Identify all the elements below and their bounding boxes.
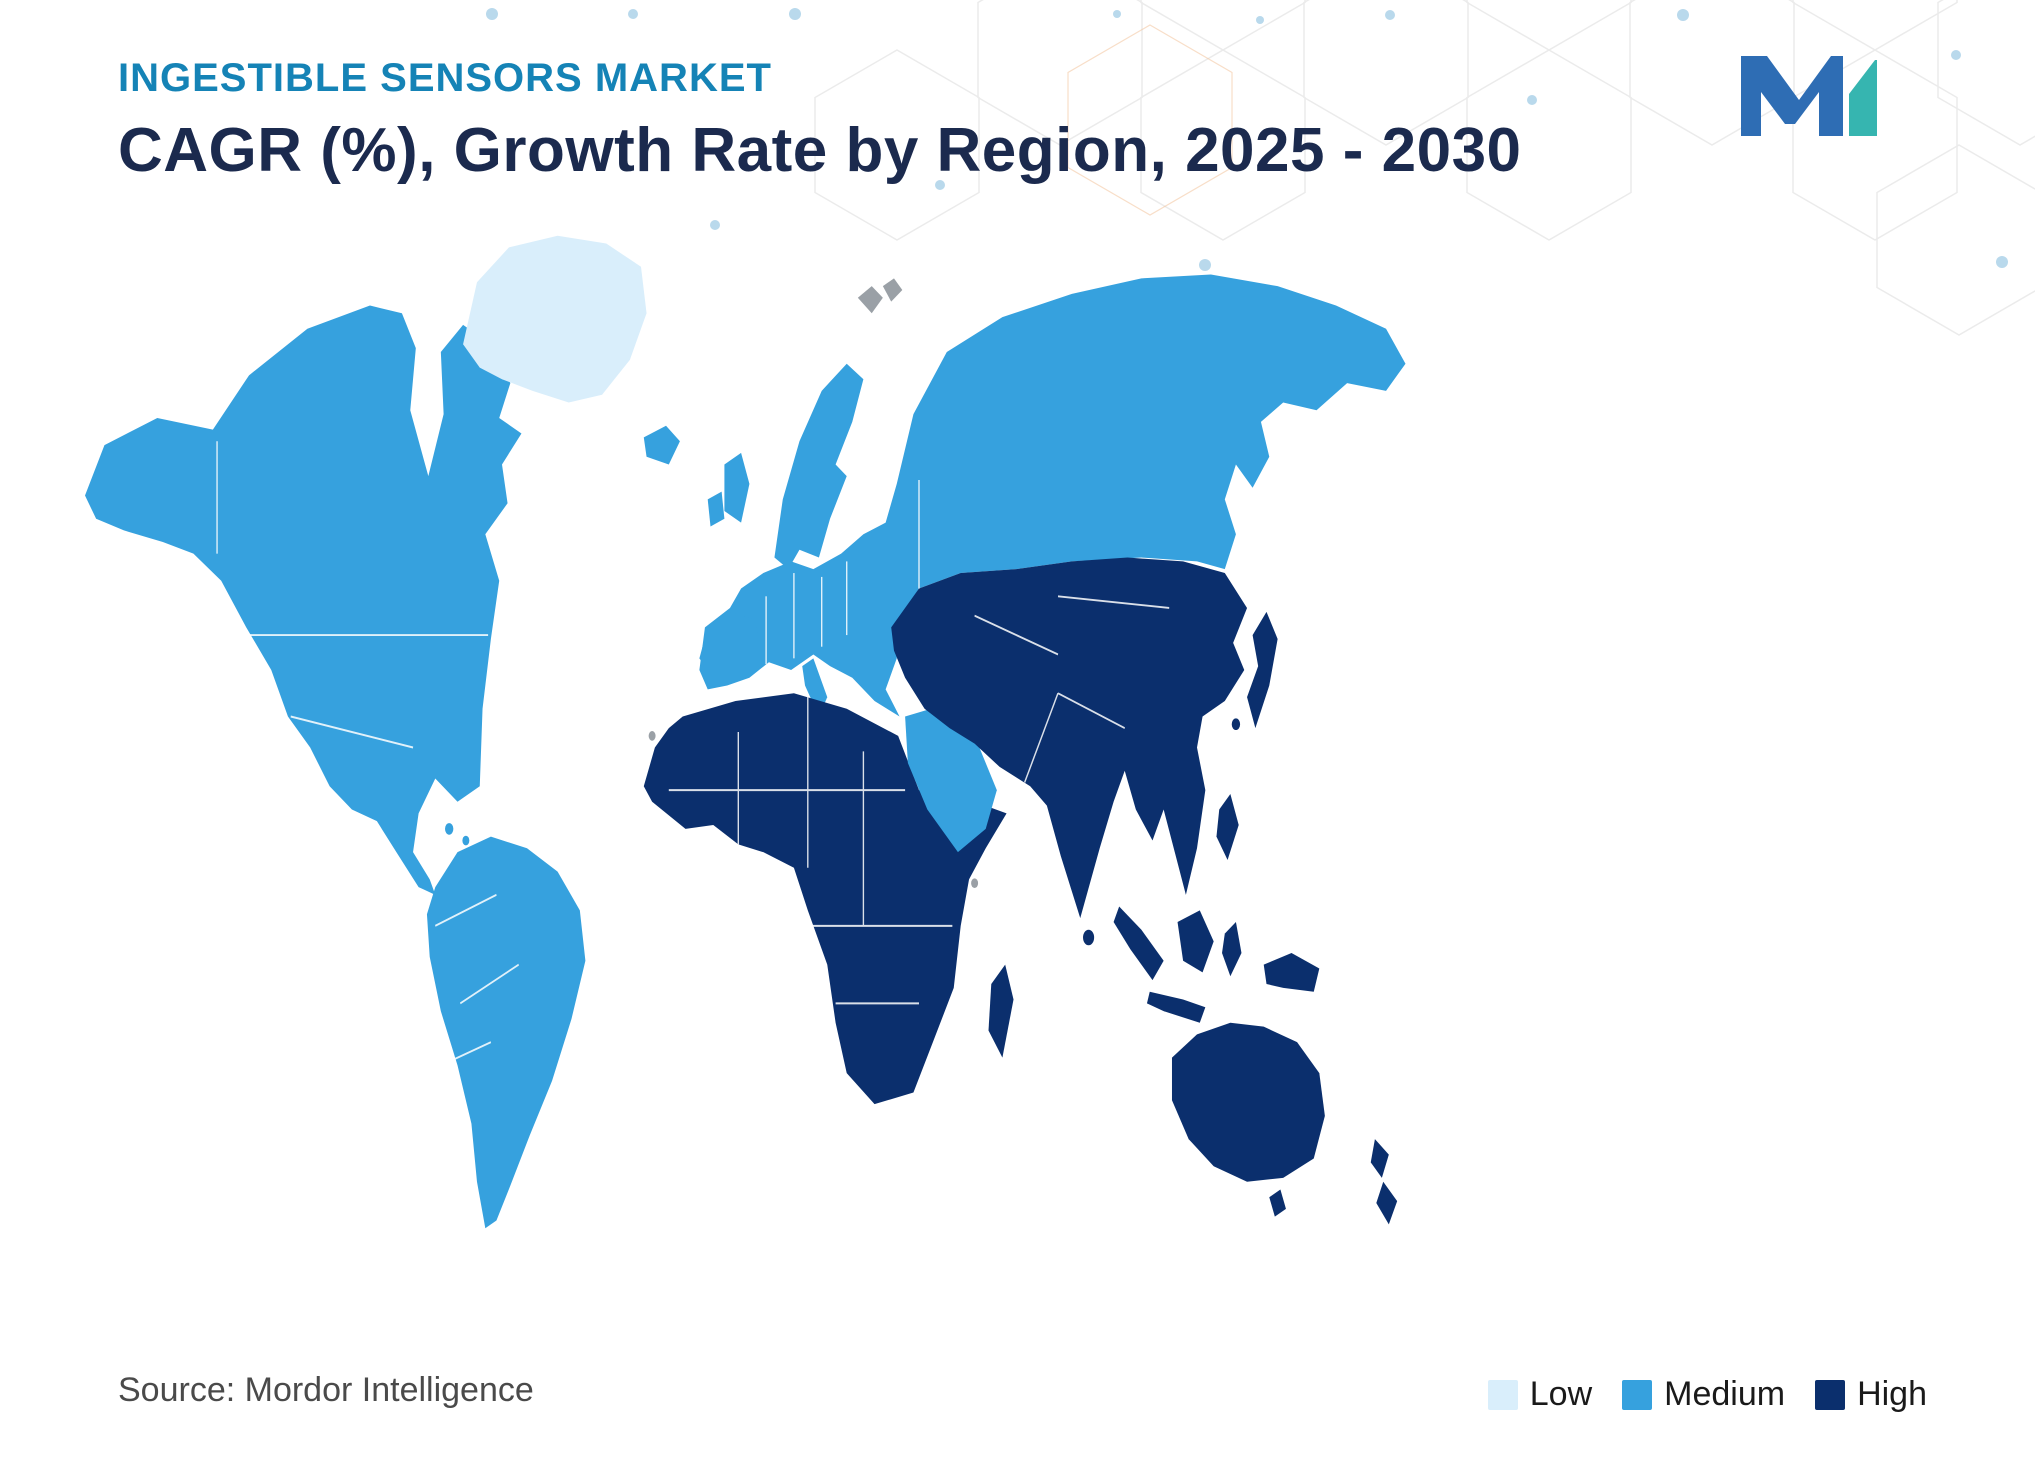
map-region-europe-russia xyxy=(699,274,1406,717)
legend-item-medium: Medium xyxy=(1622,1375,1785,1414)
legend-swatch-medium xyxy=(1622,1379,1653,1410)
map-region-iceland xyxy=(643,425,680,465)
legend-label-medium: Medium xyxy=(1664,1375,1786,1413)
map-region-japan xyxy=(1247,611,1278,729)
map-region-new-zealand-south xyxy=(1376,1181,1398,1225)
map-region-new-guinea xyxy=(1263,952,1320,992)
map-region-no-data xyxy=(648,278,979,889)
legend-item-high: High xyxy=(1815,1375,1927,1414)
header: INGESTIBLE SENSORS MARKET CAGR (%), Grow… xyxy=(118,56,1522,186)
market-name: INGESTIBLE SENSORS MARKET xyxy=(118,56,772,100)
map-region-taiwan xyxy=(1231,718,1241,731)
map-region-borneo xyxy=(1177,910,1214,973)
world-map-svg xyxy=(85,235,1406,1229)
map-region-sumatra xyxy=(1113,906,1164,981)
page-title: CAGR (%), Growth Rate by Region, 2025 - … xyxy=(118,116,1522,185)
map-region-scandinavia xyxy=(774,363,864,570)
map-region-new-zealand-north xyxy=(1370,1139,1389,1178)
map-region-greenland xyxy=(463,235,647,403)
map-region-java xyxy=(1146,991,1206,1023)
map-region-caribbean xyxy=(445,823,454,835)
map-region-africa xyxy=(643,693,1007,1105)
legend-swatch-high xyxy=(1815,1379,1846,1410)
map-region-philippines xyxy=(1216,794,1239,860)
world-map xyxy=(85,228,1475,1236)
map-region-united-kingdom xyxy=(724,452,750,523)
mordor-intelligence-logo xyxy=(1733,52,1883,145)
map-region-madagascar xyxy=(988,964,1014,1058)
map-region-asia xyxy=(891,557,1248,919)
legend-label-high: High xyxy=(1857,1375,1927,1413)
map-region-north-america xyxy=(85,305,522,895)
map-region-sulawesi xyxy=(1222,921,1242,977)
map-region-sri-lanka xyxy=(1083,929,1095,946)
legend-swatch-low xyxy=(1487,1379,1518,1410)
legend-item-low: Low xyxy=(1487,1375,1593,1414)
source-note: Source: Mordor Intelligence xyxy=(118,1371,534,1409)
map-region-iberia xyxy=(699,611,761,682)
country-borders xyxy=(216,441,1170,1063)
logo-mark-icon xyxy=(1741,56,1877,136)
map-region-ireland xyxy=(707,491,725,527)
map-region-south-america xyxy=(426,836,586,1229)
map-region-tasmania xyxy=(1269,1189,1286,1217)
legend-label-low: Low xyxy=(1529,1375,1593,1413)
map-region-australia xyxy=(1171,1022,1325,1182)
legend: Low Medium High xyxy=(1487,1375,1927,1414)
map-region-caribbean xyxy=(462,835,470,846)
